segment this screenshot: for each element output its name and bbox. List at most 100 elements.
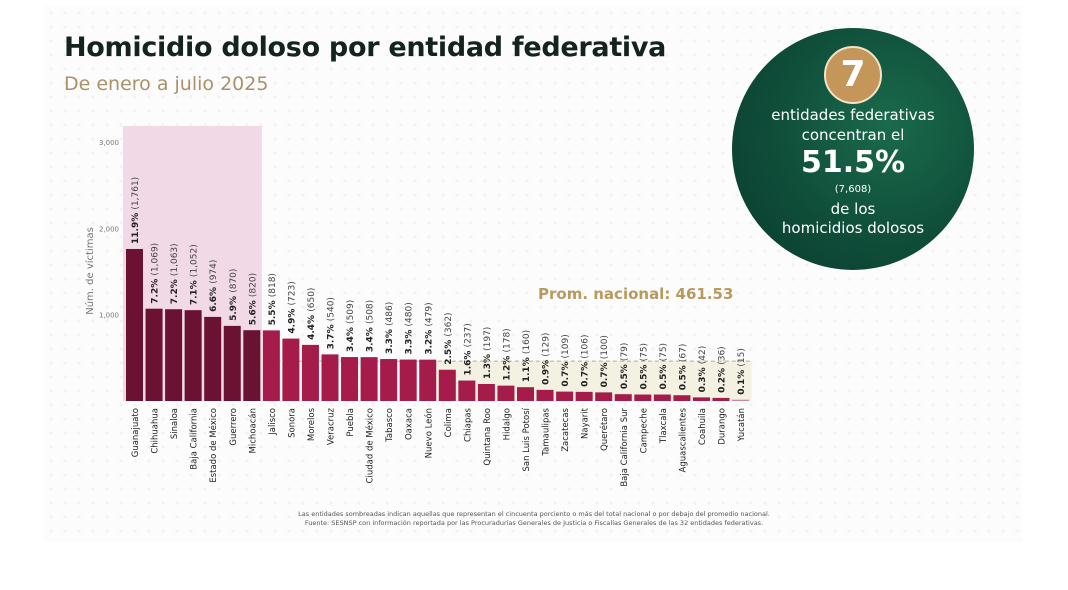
x-tick-label: Nayarit — [581, 407, 591, 439]
x-tick-label: San Luis Potosí — [522, 407, 532, 471]
bar — [321, 354, 339, 401]
bar-count: (818) — [268, 273, 278, 297]
bar — [438, 369, 456, 401]
bar-value-label: 3.2% (479) — [424, 302, 434, 354]
x-tick-label: Morelos — [307, 407, 317, 441]
badge-count: (7,608) — [834, 184, 872, 195]
bar-count: (1,069) — [151, 243, 161, 276]
x-tick-label: Querétaro — [599, 408, 610, 451]
bar-count: (820) — [248, 273, 258, 297]
x-tick-label: Baja California — [190, 408, 200, 470]
bar — [145, 308, 163, 401]
average-label: Prom. nacional: 461.53 — [538, 285, 734, 303]
bar-value-label: 3.4% (508) — [366, 300, 376, 352]
bar-value-label: 0.7% (106) — [581, 335, 591, 387]
x-tick-label: Veracruz — [327, 407, 337, 445]
bar-count: (79) — [620, 343, 630, 361]
bar-percent: 4.4% — [307, 312, 317, 340]
bar — [399, 359, 417, 401]
bar — [204, 316, 222, 401]
x-tick-label: Durango — [718, 408, 728, 445]
x-tick-label: Guanajuato — [131, 408, 141, 457]
y-tick-label: 1,000 — [99, 312, 119, 320]
bar-percent: 1.2% — [502, 353, 512, 381]
bar-value-label: 0.5% (75) — [639, 343, 649, 390]
badge-percent: 51.5% — [800, 145, 906, 180]
bar-percent: 5.6% — [248, 297, 258, 325]
bar-value-label: 4.9% (723) — [287, 281, 297, 333]
bar-count: (1,052) — [190, 244, 200, 277]
bar-count: (100) — [600, 335, 610, 359]
x-tick-label: Sonora — [287, 408, 297, 438]
bar — [458, 380, 476, 401]
x-tick-label: Estado de México — [208, 408, 219, 483]
x-tick-label: Tabasco — [385, 408, 395, 443]
badge-line-2: concentran el — [801, 126, 905, 144]
badge-line-4: homicidios dolosos — [781, 219, 925, 237]
bar-value-label: 0.5% (75) — [659, 343, 669, 390]
badge-line-3: de los — [830, 200, 876, 218]
bar-percent: 0.7% — [561, 358, 571, 386]
bar — [497, 385, 515, 401]
bar-value-label: 2.5% (362) — [444, 312, 454, 364]
y-tick-label: 3,000 — [99, 139, 119, 147]
bar-percent: 3.3% — [405, 326, 415, 354]
x-tick-label: Michoacán — [248, 408, 258, 453]
bar-percent: 7.1% — [190, 277, 200, 305]
bar-count: (1,063) — [170, 243, 180, 276]
x-tick-label: Guerrero — [229, 408, 239, 446]
bar-count: (106) — [581, 335, 591, 359]
y-axis-label: Núm. de víctimas — [84, 227, 96, 315]
bar-value-label: 1.2% (178) — [502, 328, 512, 380]
bar-percent: 3.4% — [366, 324, 376, 352]
bar-percent: 0.5% — [639, 361, 649, 389]
bar-count: (723) — [287, 281, 297, 305]
bar-count: (129) — [542, 333, 552, 357]
bar-count: (178) — [502, 328, 512, 352]
bar-percent: 3.4% — [346, 324, 356, 352]
bar-value-label: 0.9% (129) — [542, 333, 552, 385]
x-tick-label: Campeche — [639, 408, 649, 453]
bar — [380, 359, 398, 401]
bar — [477, 383, 495, 401]
x-tick-label: Puebla — [346, 408, 356, 437]
bar-value-label: 0.2% (36) — [718, 346, 728, 393]
bar-value-label: 7.2% (1,069) — [151, 243, 161, 304]
bar-value-label: 7.2% (1,063) — [170, 243, 180, 304]
bar-value-label: 0.1% (15) — [737, 348, 747, 395]
bar-count: (160) — [522, 330, 532, 354]
summary-badge: 7 entidades federativas concentran el 51… — [732, 28, 974, 270]
x-tick-label: Tlaxcala — [659, 408, 669, 444]
bar-count: (540) — [327, 297, 337, 321]
bar-value-label: 3.3% (480) — [405, 302, 415, 354]
bar-count: (480) — [405, 302, 415, 326]
bar-count: (479) — [424, 302, 434, 326]
bar-count: (75) — [659, 343, 669, 361]
bar — [262, 330, 280, 401]
bar — [692, 397, 710, 401]
bar-count: (362) — [444, 312, 454, 336]
bar-percent: 0.5% — [659, 361, 669, 389]
x-tick-label: Tamaulipas — [542, 407, 552, 456]
x-tick-label: Baja California Sur — [620, 407, 630, 486]
bar-count: (42) — [698, 346, 708, 364]
bar-percent: 5.9% — [229, 293, 239, 321]
bar — [634, 394, 652, 401]
bar-percent: 0.5% — [678, 362, 688, 390]
bar — [282, 338, 300, 401]
bar — [165, 309, 183, 401]
bar-value-label: 5.9% (870) — [229, 269, 239, 321]
footnote-shading: Las entidades sombreadas indican aquella… — [298, 510, 770, 518]
bar-percent: 2.5% — [444, 337, 454, 365]
bar-count: (974) — [209, 260, 219, 284]
bar — [223, 325, 241, 401]
bar-percent: 4.9% — [287, 305, 297, 333]
bar-count: (1,761) — [131, 177, 141, 210]
footnote-source: Fuente: SESNSP con información reportada… — [304, 519, 764, 527]
bar-percent: 0.2% — [718, 365, 728, 393]
badge-number: 7 — [824, 46, 882, 104]
bar-value-label: 5.5% (818) — [268, 273, 278, 325]
bar-percent: 3.3% — [385, 326, 395, 354]
x-tick-label: Chihuahua — [151, 408, 161, 454]
bar-percent: 3.2% — [424, 327, 434, 355]
